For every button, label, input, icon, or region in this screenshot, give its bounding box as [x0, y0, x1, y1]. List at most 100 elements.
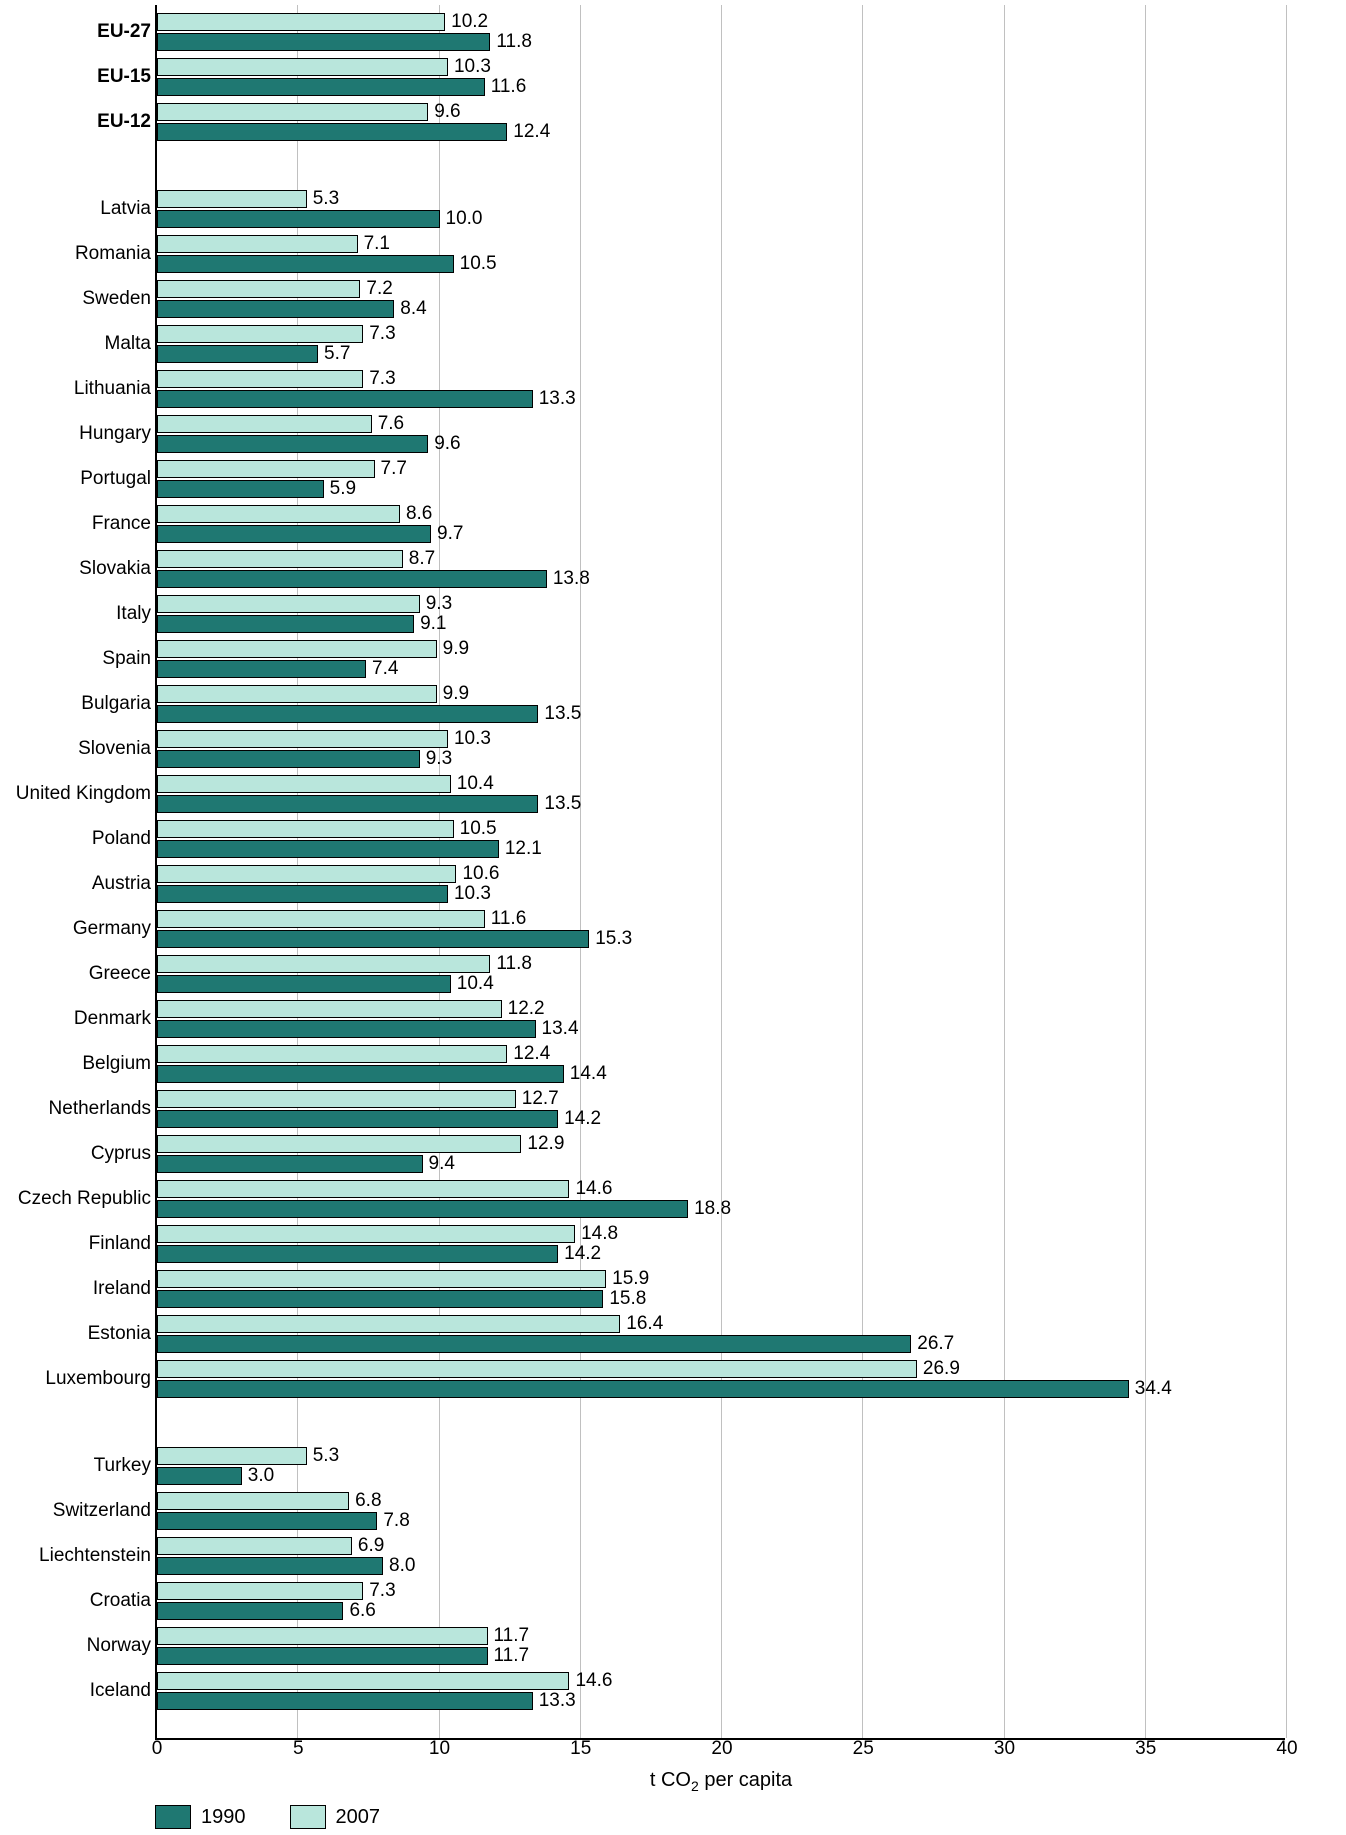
category-label: Norway — [0, 1635, 151, 1657]
bar-value-2007: 7.3 — [369, 323, 395, 345]
bar-value-2007: 9.6 — [434, 101, 460, 123]
bar-2007 — [157, 820, 454, 838]
bar-value-1990: 14.4 — [570, 1063, 607, 1085]
bar-value-1990: 3.0 — [248, 1465, 274, 1487]
legend-item: 1990 — [155, 1805, 246, 1829]
bar-value-1990: 15.3 — [595, 928, 632, 950]
bar-value-2007: 10.2 — [451, 11, 488, 33]
bar-2007 — [157, 640, 437, 658]
bar-2007 — [157, 955, 490, 973]
gridline — [862, 5, 863, 1738]
bar-value-1990: 13.3 — [539, 1690, 576, 1712]
bar-2007 — [157, 550, 403, 568]
gridline — [1145, 5, 1146, 1738]
bar-value-2007: 7.1 — [364, 233, 390, 255]
bar-value-1990: 26.7 — [917, 1333, 954, 1355]
bar-2007 — [157, 13, 445, 31]
bar-2007 — [157, 1315, 620, 1333]
category-label: Liechtenstein — [0, 1545, 151, 1567]
bar-value-1990: 9.6 — [434, 433, 460, 455]
x-tick-label: 30 — [994, 1738, 1015, 1760]
bar-value-1990: 5.7 — [324, 343, 350, 365]
bar-value-1990: 14.2 — [564, 1108, 601, 1130]
bar-value-1990: 10.4 — [457, 973, 494, 995]
bar-2007 — [157, 1447, 307, 1465]
bar-value-2007: 5.3 — [313, 188, 339, 210]
bar-value-1990: 13.5 — [544, 793, 581, 815]
bar-1990 — [157, 1335, 911, 1353]
category-label: United Kingdom — [0, 783, 151, 805]
bar-2007 — [157, 415, 372, 433]
category-label: Belgium — [0, 1053, 151, 1075]
bar-value-1990: 10.5 — [460, 253, 497, 275]
plot-area: 0510152025303540t CO2 per capita10.211.8… — [155, 5, 1285, 1740]
bar-1990 — [157, 1110, 558, 1128]
bar-value-2007: 26.9 — [923, 1358, 960, 1380]
bar-value-2007: 14.6 — [575, 1178, 612, 1200]
bar-1990 — [157, 1065, 564, 1083]
category-label: Netherlands — [0, 1098, 151, 1120]
category-label: Turkey — [0, 1455, 151, 1477]
bar-1990 — [157, 255, 454, 273]
bar-1990 — [157, 33, 490, 51]
x-tick-label: 0 — [152, 1738, 163, 1760]
bar-2007 — [157, 1135, 521, 1153]
category-label: Czech Republic — [0, 1188, 151, 1210]
bar-value-1990: 5.9 — [330, 478, 356, 500]
bar-1990 — [157, 1512, 377, 1530]
bar-value-1990: 13.5 — [544, 703, 581, 725]
bar-1990 — [157, 1290, 603, 1308]
bar-2007 — [157, 235, 358, 253]
bar-1990 — [157, 1692, 533, 1710]
bar-2007 — [157, 1672, 569, 1690]
bar-1990 — [157, 795, 538, 813]
bar-value-2007: 12.2 — [508, 998, 545, 1020]
bar-value-2007: 9.9 — [443, 683, 469, 705]
bar-value-2007: 12.7 — [522, 1088, 559, 1110]
category-label: Finland — [0, 1233, 151, 1255]
bar-2007 — [157, 730, 448, 748]
bar-2007 — [157, 58, 448, 76]
bar-value-2007: 10.3 — [454, 728, 491, 750]
bar-2007 — [157, 505, 400, 523]
bar-1990 — [157, 78, 485, 96]
category-labels-layer: EU-27EU-15EU-12LatviaRomaniaSwedenMaltaL… — [0, 5, 155, 1740]
category-label: Slovenia — [0, 738, 151, 760]
bar-1990 — [157, 885, 448, 903]
bar-value-2007: 9.9 — [443, 638, 469, 660]
gridline — [1286, 5, 1287, 1738]
bar-value-2007: 10.6 — [462, 863, 499, 885]
bar-1990 — [157, 1245, 558, 1263]
bar-1990 — [157, 840, 499, 858]
bar-value-1990: 11.6 — [491, 76, 527, 98]
category-label: Spain — [0, 648, 151, 670]
bar-2007 — [157, 595, 420, 613]
bar-2007 — [157, 370, 363, 388]
bar-1990 — [157, 1602, 343, 1620]
bar-2007 — [157, 1045, 507, 1063]
bar-2007 — [157, 865, 456, 883]
bar-value-2007: 8.7 — [409, 548, 435, 570]
x-tick-label: 5 — [293, 1738, 304, 1760]
x-tick-label: 10 — [429, 1738, 450, 1760]
category-label: Hungary — [0, 423, 151, 445]
co2-per-capita-chart: 0510152025303540t CO2 per capita10.211.8… — [0, 0, 1346, 1835]
category-label: Romania — [0, 243, 151, 265]
bar-1990 — [157, 345, 318, 363]
bar-value-1990: 15.8 — [609, 1288, 646, 1310]
bar-1990 — [157, 570, 547, 588]
bar-1990 — [157, 660, 366, 678]
gridline — [721, 5, 722, 1738]
bar-value-2007: 7.2 — [366, 278, 392, 300]
bar-1990 — [157, 300, 394, 318]
bar-2007 — [157, 685, 437, 703]
legend-label: 2007 — [336, 1806, 381, 1829]
bar-value-2007: 10.3 — [454, 56, 491, 78]
bar-value-2007: 6.9 — [358, 1535, 384, 1557]
bar-value-1990: 8.4 — [400, 298, 426, 320]
bar-2007 — [157, 1090, 516, 1108]
bar-value-2007: 14.8 — [581, 1223, 618, 1245]
bar-value-1990: 6.6 — [349, 1600, 375, 1622]
bar-2007 — [157, 910, 485, 928]
bar-value-2007: 10.5 — [460, 818, 497, 840]
